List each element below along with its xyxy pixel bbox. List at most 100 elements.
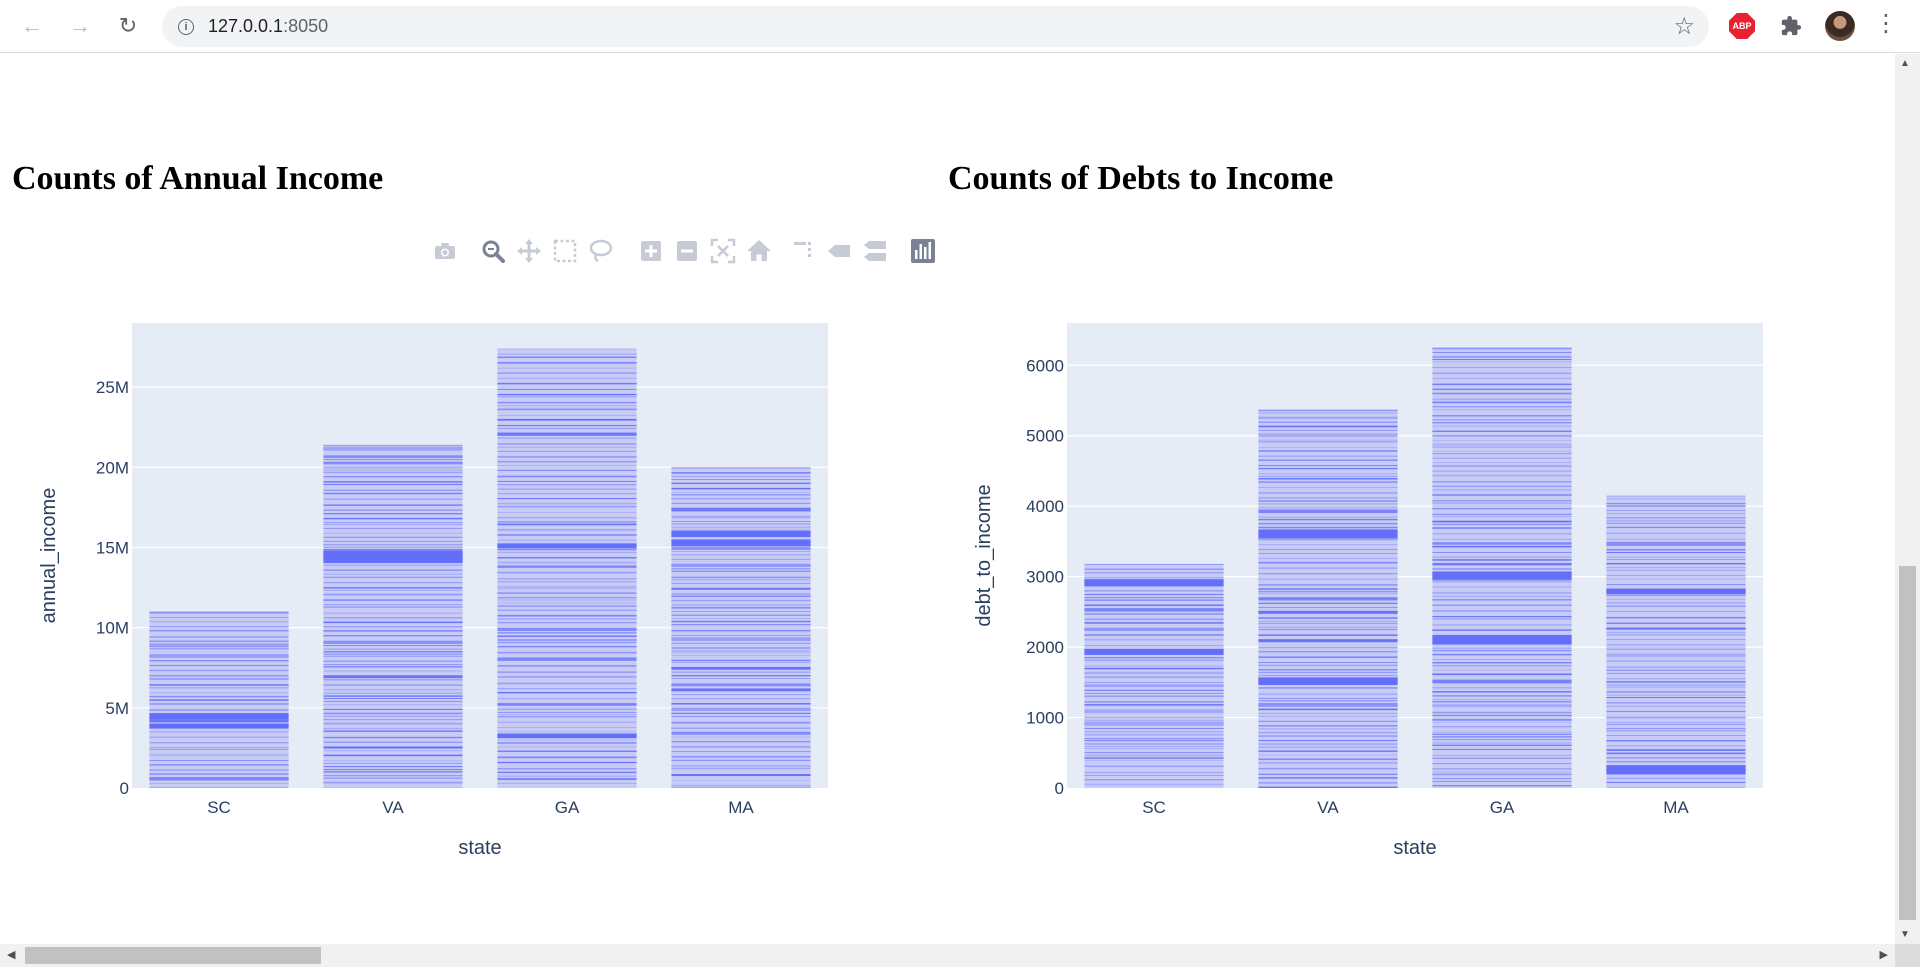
bar-segment (323, 544, 463, 546)
bar-segment (1084, 684, 1224, 687)
bar-segment (1432, 748, 1572, 750)
lasso-select-icon[interactable] (586, 236, 616, 266)
vertical-scrollbar[interactable]: ▲ ▼ (1895, 54, 1920, 944)
bar-segment (1084, 667, 1224, 670)
bar-segment (497, 418, 637, 421)
box-select-icon[interactable] (550, 236, 580, 266)
bar-segment (497, 657, 637, 661)
bar-segment (1606, 691, 1746, 693)
browser-menu-icon[interactable]: ⋮ (1874, 10, 1898, 37)
bar-va[interactable] (1258, 409, 1398, 788)
bar-segment (323, 660, 463, 662)
bar-ga[interactable] (497, 348, 637, 788)
bar-segment (1084, 695, 1224, 697)
bar-segment (671, 659, 811, 661)
bar-segment (149, 769, 289, 771)
horizontal-scrollbar[interactable]: ◀ ▶ (0, 944, 1895, 967)
bar-segment (323, 569, 463, 572)
reset-axes-icon[interactable] (744, 236, 774, 266)
hover-closest-icon[interactable] (824, 236, 854, 266)
pan-icon[interactable] (514, 236, 544, 266)
scroll-left-arrow-icon[interactable]: ◀ (7, 949, 16, 961)
bar-va[interactable] (323, 444, 463, 788)
bar-ma[interactable] (1606, 495, 1746, 788)
back-arrow-icon[interactable]: ← (21, 13, 43, 38)
bar-segment (1606, 660, 1746, 662)
spike-lines-icon[interactable] (788, 236, 818, 266)
bar-segment (497, 393, 637, 396)
bar-segment (1258, 486, 1398, 488)
bar-segment (1606, 584, 1746, 585)
bar-segment (497, 768, 637, 770)
scroll-down-arrow-icon[interactable]: ▼ (1900, 929, 1910, 940)
bar-segment (671, 652, 811, 654)
bar-segment (1432, 691, 1572, 693)
bar-segment (149, 764, 289, 766)
bar-segment (1084, 634, 1224, 636)
zoom-in-icon[interactable] (636, 236, 666, 266)
scroll-up-arrow-icon[interactable]: ▲ (1900, 58, 1910, 69)
bar-segment (1606, 752, 1746, 755)
adblock-extension-icon[interactable]: ABP (1728, 12, 1756, 40)
bar-segment (671, 716, 811, 717)
debt-to-income-chart[interactable]: 0 1000 2000 3000 4000 5000 6000 SC VA GA MA state de… (935, 300, 1865, 870)
url-text[interactable]: 127.0.0.1:8050 (208, 16, 328, 37)
bar-segment (1258, 518, 1398, 521)
bar-segment (323, 621, 463, 624)
bar-segment (497, 548, 637, 551)
bar-segment (1432, 415, 1572, 417)
bar-segment (323, 741, 463, 743)
bar-segment (671, 526, 811, 529)
x-tick-label: SC (207, 798, 231, 817)
zoom-icon[interactable] (478, 236, 508, 266)
bar-segment (1606, 760, 1746, 763)
forward-arrow-icon[interactable]: → (69, 13, 91, 38)
bar-segment (1084, 746, 1224, 748)
bar-segment (149, 687, 289, 689)
y-tick-label: 15M (96, 538, 129, 557)
bar-segment (671, 498, 811, 500)
plotly-logo-icon[interactable] (908, 236, 938, 266)
zoom-out-icon[interactable] (672, 236, 702, 266)
bar-segment (323, 648, 463, 650)
site-info-icon[interactable]: i (178, 18, 194, 35)
bookmark-star-icon[interactable]: ☆ (1673, 13, 1695, 40)
bar-segment (323, 664, 463, 666)
bar-segment (1258, 700, 1398, 702)
bar-segment (1258, 628, 1398, 631)
horizontal-scroll-thumb[interactable] (25, 947, 321, 964)
bar-sc[interactable] (149, 611, 289, 788)
bar-segment (1432, 618, 1572, 620)
adblock-label: ABP (1729, 13, 1755, 39)
scroll-right-arrow-icon[interactable]: ▶ (1879, 949, 1888, 961)
bar-ma[interactable] (671, 467, 811, 788)
bar-segment (1432, 699, 1572, 700)
bar-segment (497, 401, 637, 404)
annual-income-chart[interactable]: 0 5M 10M 15M 20M 25M SC VA GA MA state annual_incom… (0, 300, 930, 870)
bar-segment (497, 688, 637, 690)
bar-segment (1084, 754, 1224, 757)
autoscale-icon[interactable] (708, 236, 738, 266)
bar-segment (1432, 481, 1572, 483)
bar-sc[interactable] (1084, 563, 1224, 788)
bar-segment (1606, 631, 1746, 634)
extensions-puzzle-icon[interactable] (1777, 12, 1805, 40)
camera-icon[interactable] (430, 236, 460, 266)
address-bar[interactable]: i 127.0.0.1:8050 ☆ (162, 6, 1709, 47)
bar-segment (1258, 677, 1398, 686)
bar-segment (323, 768, 463, 771)
bar-segment (1084, 743, 1224, 745)
vertical-scroll-thumb[interactable] (1899, 566, 1916, 920)
bar-segment (1258, 433, 1398, 437)
bar-segment (671, 563, 811, 567)
bar-segment (671, 767, 811, 770)
profile-avatar[interactable] (1824, 10, 1856, 42)
bar-ga[interactable] (1432, 347, 1572, 788)
bar-segment (323, 617, 463, 619)
bar-segment (1606, 757, 1746, 759)
bar-segment (1432, 542, 1572, 545)
bar-segment (1432, 377, 1572, 379)
reload-icon[interactable]: ↻ (118, 13, 138, 38)
bar-segment (497, 465, 637, 466)
hover-compare-icon[interactable] (860, 236, 890, 266)
